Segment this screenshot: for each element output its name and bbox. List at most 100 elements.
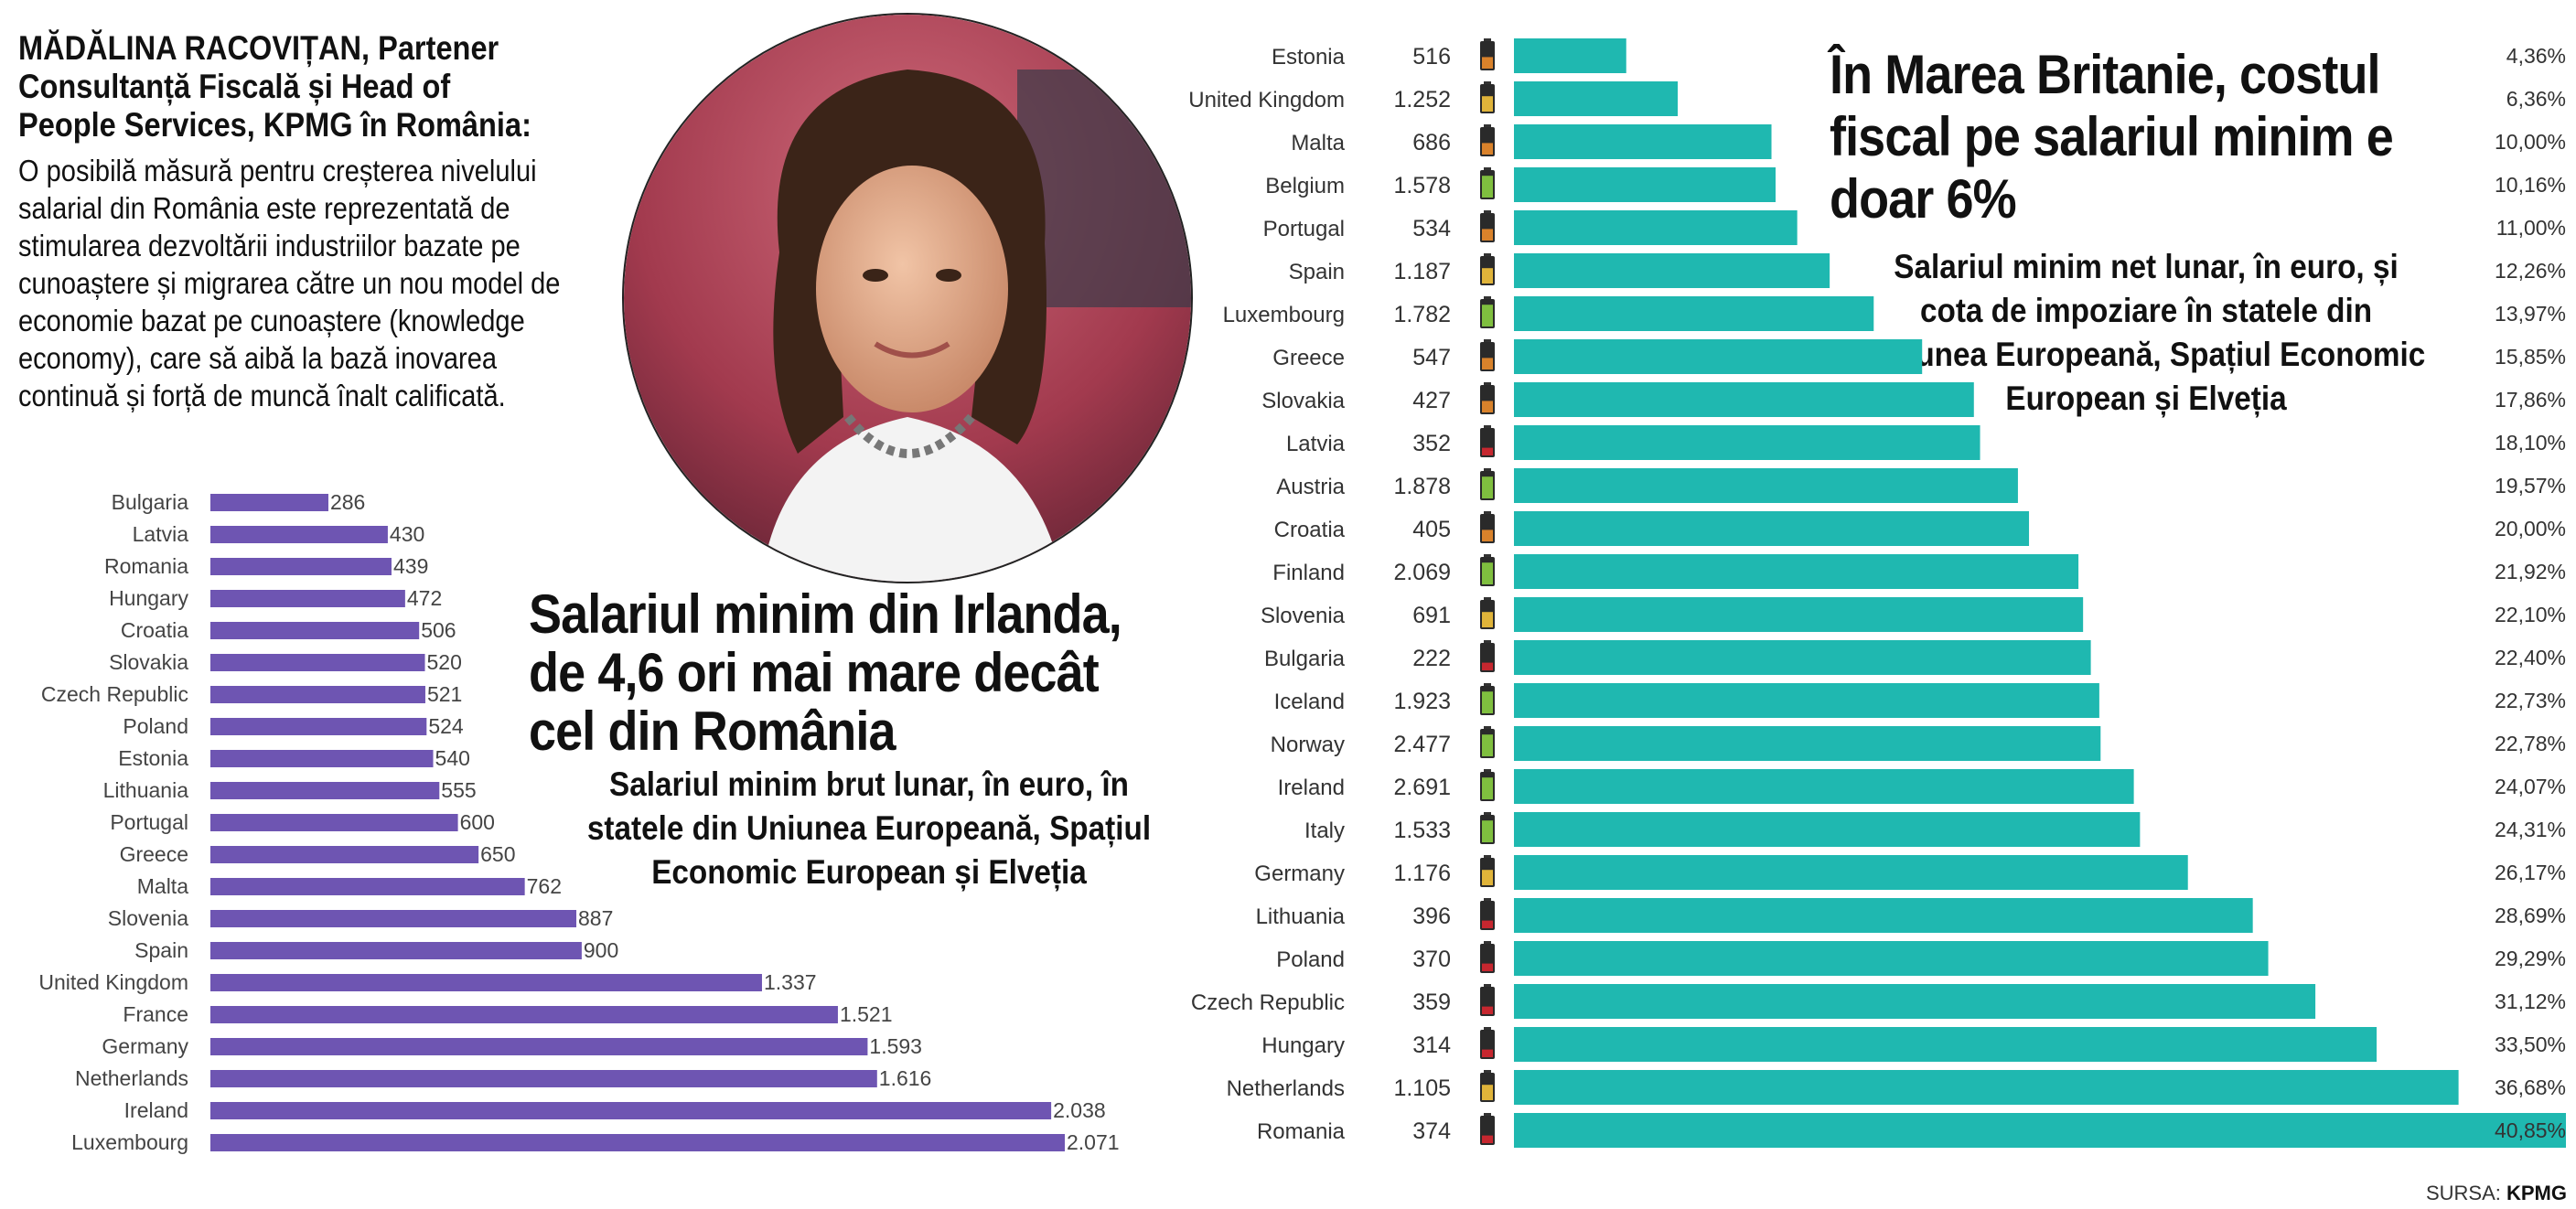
category-label: Iceland — [1274, 690, 1345, 714]
category-label: Slovenia — [108, 906, 188, 930]
minimum-gross-wage-chart: Bulgaria 286 Latvia 430 Romania 439 Hungary 472… — [38, 490, 1119, 1154]
bar — [210, 494, 328, 511]
category-label: Portugal — [1263, 217, 1345, 241]
tax-rate-label: 21,92% — [2495, 560, 2566, 583]
category-label: Bulgaria — [112, 490, 189, 514]
category-label: Poland — [1276, 947, 1345, 972]
battery-cap — [1484, 984, 1491, 987]
battery-cap — [1484, 425, 1491, 428]
net-salary-label: 1.782 — [1393, 302, 1451, 327]
bar — [1514, 339, 1923, 374]
battery-cap — [1484, 812, 1491, 815]
category-label: Greece — [120, 842, 188, 866]
category-label: Finland — [1272, 561, 1345, 585]
bar — [1514, 984, 2316, 1019]
bar — [210, 1038, 868, 1055]
tax-rate-label: 12,26% — [2495, 259, 2566, 283]
bar — [210, 814, 458, 831]
net-salary-label: 516 — [1412, 44, 1451, 70]
battery-fill — [1482, 1085, 1493, 1100]
category-label: Romania — [1257, 1119, 1346, 1144]
bar — [1514, 253, 1830, 288]
battery-cap — [1484, 640, 1491, 643]
category-label: Lithuania — [1256, 904, 1346, 929]
value-label: 2.038 — [1053, 1098, 1106, 1122]
battery-cap — [1484, 210, 1491, 213]
category-label: Croatia — [121, 618, 188, 642]
category-label: Hungary — [109, 586, 188, 610]
battery-fill — [1482, 562, 1493, 584]
value-label: 520 — [427, 650, 462, 674]
net-salary-label: 534 — [1412, 216, 1451, 241]
battery-cap — [1484, 167, 1491, 170]
category-label: Poland — [123, 714, 188, 738]
battery-cap — [1484, 1027, 1491, 1030]
bar — [1514, 511, 2030, 546]
category-label: Norway — [1271, 733, 1345, 757]
battery-fill — [1482, 268, 1493, 284]
battery-fill — [1482, 530, 1493, 541]
value-label: 762 — [527, 874, 562, 898]
battery-cap — [1484, 124, 1491, 127]
category-label: Slovenia — [1261, 604, 1346, 628]
category-label: Romania — [104, 554, 188, 578]
bar — [210, 686, 425, 703]
source-label: SURSA: — [2425, 1182, 2501, 1204]
bar — [1514, 941, 2269, 976]
battery-fill — [1482, 476, 1493, 498]
battery-fill — [1482, 870, 1493, 885]
battery-cap — [1484, 1113, 1491, 1116]
bar — [1514, 38, 1626, 73]
value-label: 472 — [407, 586, 442, 610]
tax-rate-label: 22,10% — [2495, 603, 2566, 626]
bar — [210, 1102, 1052, 1119]
category-label: Malta — [1291, 131, 1345, 155]
net-salary-label: 2.691 — [1393, 775, 1451, 800]
category-label: Belgium — [1265, 174, 1345, 198]
tax-rate-label: 15,85% — [2495, 345, 2566, 369]
battery-cap — [1484, 339, 1491, 342]
bar — [1514, 554, 2079, 589]
net-salary-label: 2.477 — [1393, 732, 1451, 757]
battery-cap — [1484, 726, 1491, 729]
battery-fill — [1482, 1049, 1493, 1057]
tax-rate-label: 13,97% — [2495, 302, 2566, 326]
value-label: 600 — [460, 810, 495, 834]
battery-fill — [1482, 176, 1493, 198]
bar — [1514, 640, 2091, 675]
value-label: 540 — [435, 746, 470, 770]
tax-rate-label: 4,36% — [2506, 44, 2566, 68]
portrait-photo — [622, 13, 1193, 583]
net-salary-label: 405 — [1412, 517, 1451, 542]
bar — [1514, 382, 1974, 417]
tax-rate-label: 28,69% — [2495, 904, 2566, 927]
bar — [1514, 855, 2188, 890]
bar — [210, 622, 420, 639]
battery-fill — [1482, 229, 1493, 241]
source-credit: SURSA: KPMG — [2426, 1182, 2567, 1205]
net-salary-label: 1.878 — [1393, 474, 1451, 499]
bar — [210, 526, 388, 543]
battery-cap — [1484, 382, 1491, 385]
left-chart-subtitle: Salariul minim brut lunar, în euro, în s… — [586, 765, 1152, 891]
tax-rate-label: 24,31% — [2495, 818, 2566, 841]
tax-rate-label: 11,00% — [2496, 216, 2566, 240]
bar — [210, 942, 582, 959]
category-label: Ireland — [1278, 776, 1345, 800]
category-label: Austria — [1276, 475, 1345, 499]
battery-fill — [1482, 1006, 1493, 1014]
battery-cap — [1484, 468, 1491, 471]
value-label: 1.521 — [840, 1002, 893, 1026]
bar — [1514, 296, 1874, 331]
tax-rate-label: 18,10% — [2495, 431, 2566, 455]
value-label: 650 — [480, 842, 515, 866]
bar — [1514, 898, 2253, 933]
category-label: Croatia — [1274, 518, 1346, 542]
category-label: Luxembourg — [71, 1130, 188, 1154]
net-salary-label: 314 — [1412, 1032, 1451, 1058]
category-label: Portugal — [110, 810, 188, 834]
category-label: Slovakia — [109, 650, 188, 674]
category-label: United Kingdom — [1188, 88, 1345, 112]
category-label: Spain — [1289, 260, 1345, 284]
right-chart-title: În Marea Britanie, costul fiscal pe sala… — [1830, 44, 2394, 230]
